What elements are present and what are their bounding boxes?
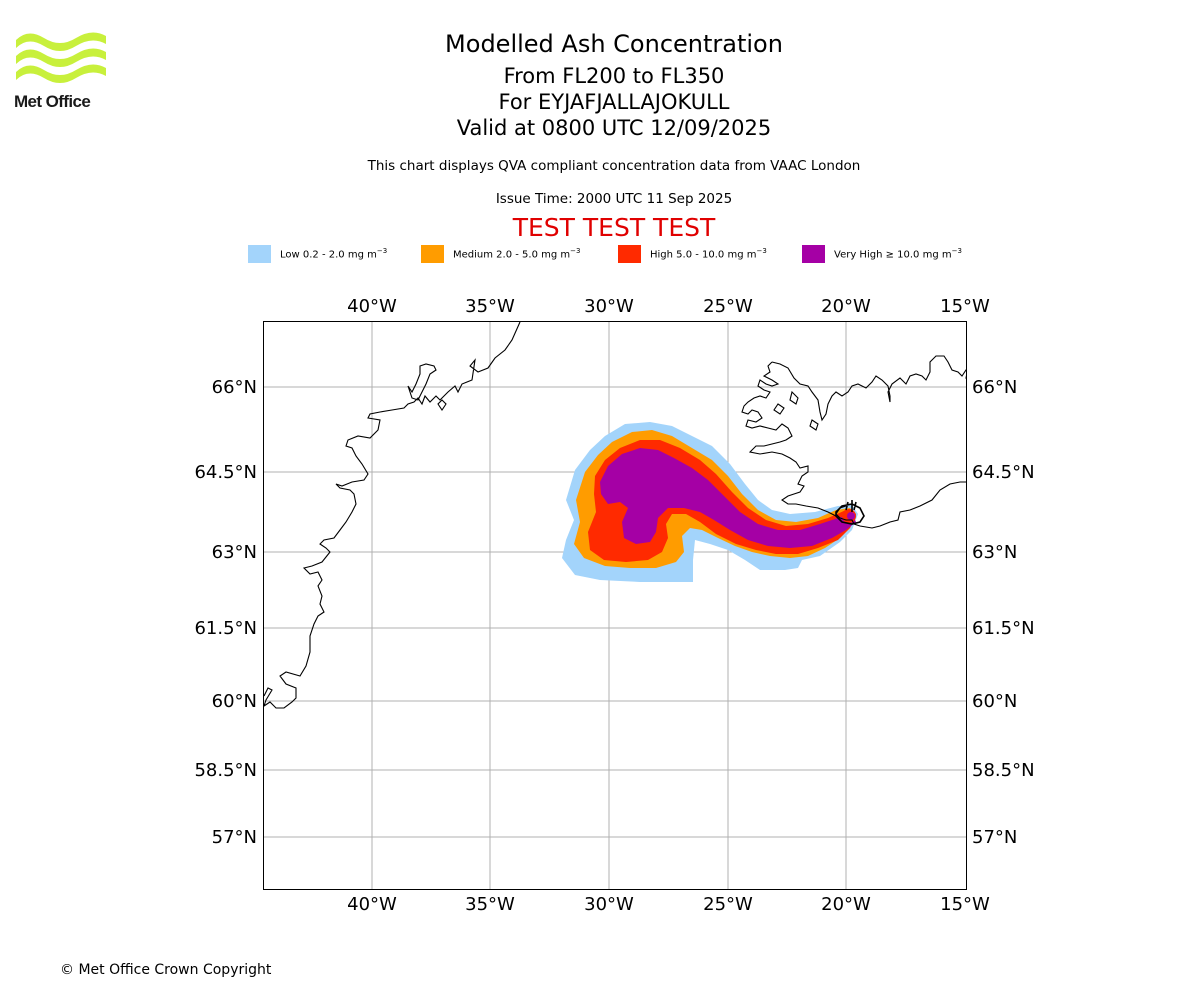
lat-label: 61.5°N bbox=[972, 618, 1035, 639]
iceland-coastline bbox=[771, 355, 967, 422]
lon-label: 30°W bbox=[584, 296, 634, 317]
legend-item-low: Low 0.2 - 2.0 mg m−3 bbox=[248, 244, 387, 264]
greenland-coastline bbox=[263, 321, 521, 709]
map-gridlines bbox=[263, 321, 967, 890]
lat-label: 58.5°N bbox=[972, 760, 1035, 781]
lat-label: 60°N bbox=[212, 691, 257, 712]
lon-label: 25°W bbox=[703, 894, 753, 915]
lon-label: 20°W bbox=[821, 296, 871, 317]
logo-text: Met Office bbox=[14, 92, 91, 111]
lon-label: 40°W bbox=[347, 894, 397, 915]
legend-swatch-high bbox=[618, 245, 641, 263]
lon-label: 15°W bbox=[940, 296, 990, 317]
lat-label: 63°N bbox=[212, 542, 257, 563]
legend-swatch-medium bbox=[421, 245, 444, 263]
legend-label-low: Low 0.2 - 2.0 mg m−3 bbox=[280, 247, 388, 261]
lon-label: 35°W bbox=[465, 296, 515, 317]
volcano-name: For EYJAFJALLAJOKULL bbox=[498, 90, 730, 114]
flight-levels: From FL200 to FL350 bbox=[503, 64, 725, 88]
lon-label: 30°W bbox=[584, 894, 634, 915]
legend-label-very-high: Very High ≥ 10.0 mg m−3 bbox=[834, 247, 962, 261]
lat-label: 66°N bbox=[972, 377, 1017, 398]
legend-label-high: High 5.0 - 10.0 mg m−3 bbox=[650, 247, 767, 261]
lon-label: 40°W bbox=[347, 296, 397, 317]
lon-label: 20°W bbox=[821, 894, 871, 915]
lon-label: 25°W bbox=[703, 296, 753, 317]
lat-labels-right: 66°N 64.5°N 63°N 61.5°N 60°N 58.5°N 57°N bbox=[972, 377, 1035, 848]
legend-item-high: High 5.0 - 10.0 mg m−3 bbox=[618, 244, 767, 264]
volcano-marker bbox=[835, 500, 865, 525]
lat-label: 63°N bbox=[972, 542, 1017, 563]
lon-label: 15°W bbox=[940, 894, 990, 915]
chart-title: Modelled Ash Concentration bbox=[445, 30, 783, 58]
legend-label-medium: Medium 2.0 - 5.0 mg m−3 bbox=[453, 247, 581, 261]
met-office-waves-icon bbox=[16, 32, 106, 83]
ash-area-very-high bbox=[600, 448, 856, 548]
lon-labels-top: 40°W 35°W 30°W 25°W 20°W 15°W bbox=[347, 296, 990, 317]
met-office-logo: Met Office bbox=[14, 30, 110, 112]
legend-swatch-very-high bbox=[802, 245, 825, 263]
legend-item-very-high: Very High ≥ 10.0 mg m−3 bbox=[802, 244, 962, 264]
lon-labels-bottom: 40°W 35°W 30°W 25°W 20°W 15°W bbox=[347, 894, 990, 915]
issue-time: Issue Time: 2000 UTC 11 Sep 2025 bbox=[495, 191, 733, 207]
test-banner: TEST TEST TEST bbox=[512, 213, 716, 242]
lat-label: 57°N bbox=[972, 827, 1017, 848]
map-frame bbox=[263, 321, 967, 890]
lat-label: 61.5°N bbox=[194, 618, 257, 639]
lat-label: 60°N bbox=[972, 691, 1017, 712]
lat-label: 64.5°N bbox=[194, 462, 257, 483]
ash-source-very-high bbox=[847, 512, 855, 520]
lat-labels-left: 66°N 64.5°N 63°N 61.5°N 60°N 58.5°N 57°N bbox=[194, 377, 257, 848]
lat-label: 64.5°N bbox=[972, 462, 1035, 483]
lat-label: 57°N bbox=[212, 827, 257, 848]
valid-time: Valid at 0800 UTC 12/09/2025 bbox=[456, 116, 772, 140]
lon-label: 35°W bbox=[465, 894, 515, 915]
legend-swatch-low bbox=[248, 245, 271, 263]
lat-label: 58.5°N bbox=[194, 760, 257, 781]
coastlines bbox=[263, 321, 967, 709]
chart-description: This chart displays QVA compliant concen… bbox=[367, 158, 861, 174]
lat-label: 66°N bbox=[212, 377, 257, 398]
legend-item-medium: Medium 2.0 - 5.0 mg m−3 bbox=[421, 244, 580, 264]
copyright-notice: © Met Office Crown Copyright bbox=[60, 962, 272, 978]
